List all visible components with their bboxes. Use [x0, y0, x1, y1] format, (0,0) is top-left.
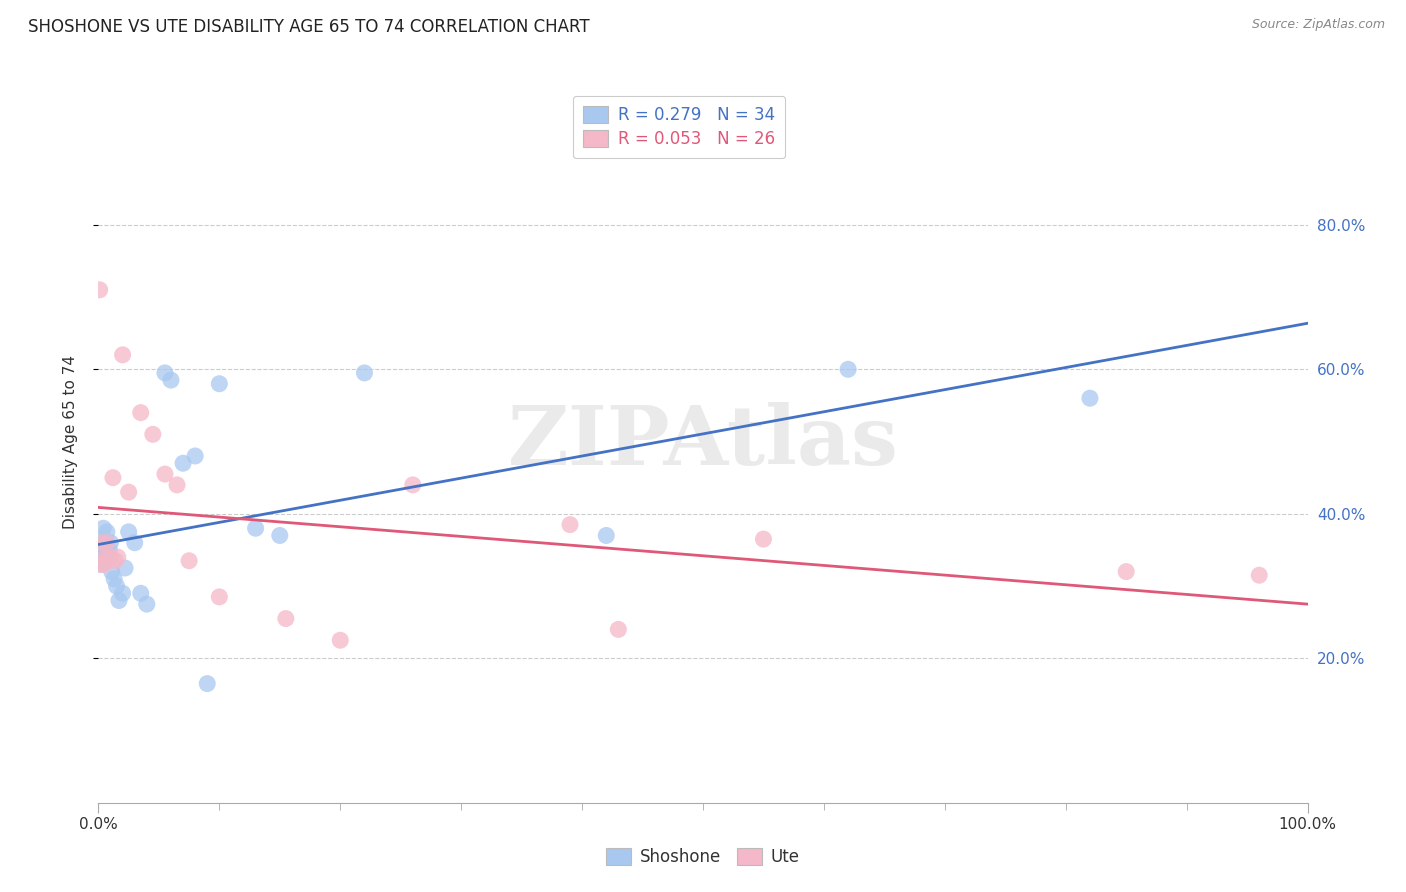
- Point: [91, 535, 114, 549]
- Point: [124, 535, 146, 549]
- Text: SHOSHONE VS UTE DISABILITY AGE 65 TO 74 CORRELATION CHART: SHOSHONE VS UTE DISABILITY AGE 65 TO 74 …: [28, 18, 589, 36]
- Point: [135, 597, 157, 611]
- Point: [269, 528, 291, 542]
- Point: [166, 478, 188, 492]
- Point: [108, 593, 131, 607]
- Point: [94, 535, 117, 549]
- Point: [208, 376, 231, 391]
- Point: [103, 572, 125, 586]
- Point: [90, 550, 112, 565]
- Point: [195, 676, 218, 690]
- Point: [129, 406, 152, 420]
- Legend: Shoshone, Ute: Shoshone, Ute: [598, 840, 808, 875]
- Point: [595, 528, 617, 542]
- Point: [96, 524, 118, 539]
- Text: Source: ZipAtlas.com: Source: ZipAtlas.com: [1251, 18, 1385, 31]
- Point: [353, 366, 375, 380]
- Point: [153, 366, 176, 380]
- Point: [142, 427, 165, 442]
- Point: [402, 478, 425, 492]
- Point: [107, 550, 129, 565]
- Point: [329, 633, 352, 648]
- Point: [98, 542, 121, 557]
- Point: [101, 470, 124, 484]
- Point: [1249, 568, 1271, 582]
- Point: [1078, 391, 1101, 405]
- Point: [179, 554, 201, 568]
- Point: [94, 550, 117, 565]
- Point: [245, 521, 267, 535]
- Point: [90, 558, 112, 572]
- Point: [752, 532, 775, 546]
- Point: [208, 590, 231, 604]
- Point: [100, 535, 122, 549]
- Point: [96, 535, 118, 549]
- Point: [153, 467, 176, 481]
- Point: [118, 485, 141, 500]
- Point: [558, 517, 581, 532]
- Point: [607, 623, 630, 637]
- Point: [89, 554, 111, 568]
- Legend: R = 0.279   N = 34, R = 0.053   N = 26: R = 0.279 N = 34, R = 0.053 N = 26: [572, 95, 785, 158]
- Point: [100, 550, 122, 565]
- Point: [837, 362, 859, 376]
- Y-axis label: Disability Age 65 to 74: Disability Age 65 to 74: [63, 354, 77, 529]
- Point: [89, 283, 111, 297]
- Point: [172, 456, 194, 470]
- Point: [100, 565, 122, 579]
- Point: [160, 373, 183, 387]
- Point: [91, 521, 114, 535]
- Text: ZIPAtlas: ZIPAtlas: [508, 401, 898, 482]
- Point: [118, 524, 141, 539]
- Point: [91, 539, 114, 553]
- Point: [111, 348, 134, 362]
- Point: [111, 586, 134, 600]
- Point: [91, 535, 114, 549]
- Point: [274, 611, 297, 625]
- Point: [129, 586, 152, 600]
- Point: [90, 558, 112, 572]
- Point: [93, 550, 115, 565]
- Point: [105, 579, 128, 593]
- Point: [114, 561, 136, 575]
- Point: [93, 558, 115, 572]
- Point: [1115, 565, 1137, 579]
- Point: [104, 554, 127, 568]
- Point: [97, 547, 120, 561]
- Point: [184, 449, 207, 463]
